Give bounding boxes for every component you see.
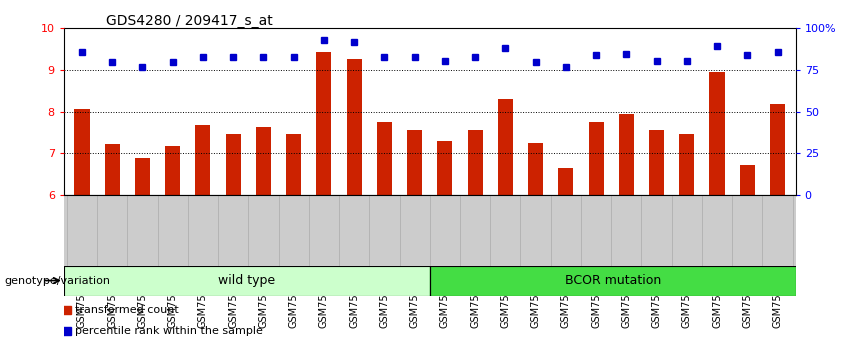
Bar — [619, 114, 634, 195]
Bar — [649, 130, 664, 195]
Bar — [498, 99, 513, 195]
Bar — [679, 135, 694, 195]
Bar — [135, 158, 150, 195]
Text: BCOR mutation: BCOR mutation — [564, 274, 661, 287]
Bar — [165, 145, 180, 195]
Bar — [528, 143, 543, 195]
Bar — [770, 104, 785, 195]
Text: percentile rank within the sample: percentile rank within the sample — [75, 326, 263, 336]
Bar — [74, 109, 89, 195]
Bar — [467, 130, 483, 195]
Bar — [430, 266, 796, 296]
Bar — [407, 130, 422, 195]
Bar — [105, 144, 120, 195]
Bar — [196, 125, 210, 195]
Text: wild type: wild type — [218, 274, 276, 287]
Bar — [64, 266, 430, 296]
Text: transformed count: transformed count — [75, 305, 179, 315]
Bar — [558, 169, 574, 195]
Text: genotype/variation: genotype/variation — [4, 275, 111, 286]
Text: GDS4280 / 209417_s_at: GDS4280 / 209417_s_at — [106, 14, 273, 28]
Bar — [710, 72, 724, 195]
Bar — [740, 165, 755, 195]
Bar — [286, 135, 301, 195]
Bar — [589, 122, 603, 195]
Bar — [437, 142, 453, 195]
Bar — [346, 59, 362, 195]
Bar — [377, 122, 392, 195]
Bar — [256, 127, 271, 195]
Bar — [317, 52, 332, 195]
Bar — [226, 135, 241, 195]
